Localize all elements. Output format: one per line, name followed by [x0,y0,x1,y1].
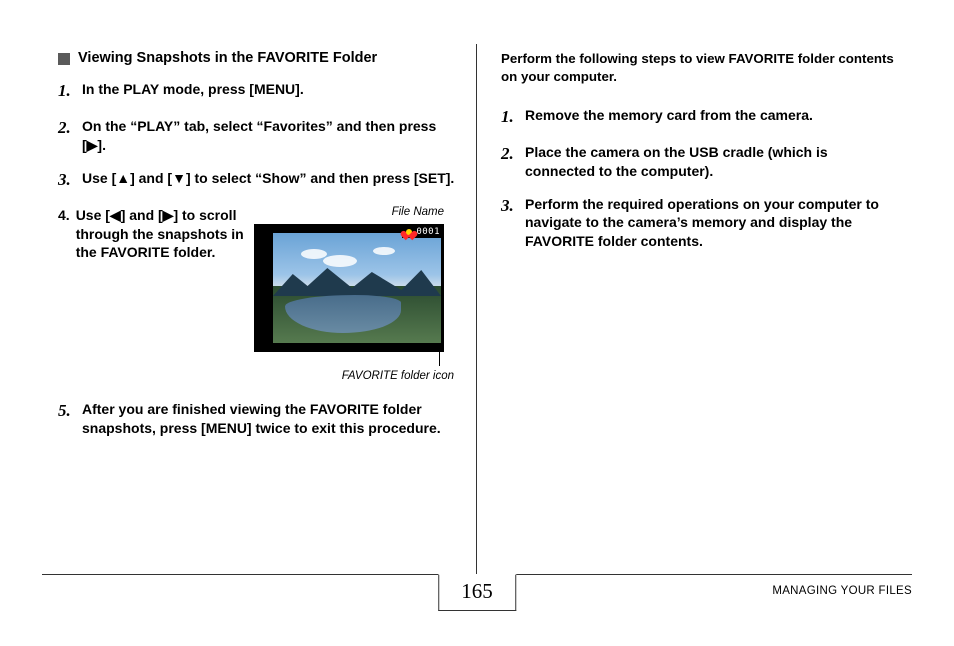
thumbnail-image [273,233,441,343]
right-column: Perform the following steps to view FAVO… [477,50,895,570]
cloud-icon [301,249,327,259]
manual-page: Viewing Snapshots in the FAVORITE Folder… [0,0,954,646]
lake-icon [285,295,401,333]
mountain-icon [273,266,441,296]
step-text: In the PLAY mode, press [MENU]. [82,80,304,103]
cloud-icon [323,255,357,267]
right-intro: Perform the following steps to view FAVO… [501,50,895,86]
step-text: Perform the required operations on your … [525,195,895,252]
snapshot-thumbnail: 0001 [254,224,444,352]
step-1: 1. In the PLAY mode, press [MENU]. [58,80,460,103]
snapshot-figure: File Name [254,206,454,382]
figure-label-filename: File Name [254,206,454,218]
step-number: 3. [501,195,519,252]
step-text: Remove the memory card from the camera. [525,106,813,129]
step-r1: 1. Remove the memory card from the camer… [501,106,895,129]
step-text: After you are finished viewing the FAVOR… [82,400,460,438]
section-heading: Viewing Snapshots in the FAVORITE Folder [58,50,460,66]
section-heading-text: Viewing Snapshots in the FAVORITE Folder [78,50,377,66]
square-bullet-icon [58,53,70,65]
file-number: 0001 [416,227,440,237]
step-r2: 2. Place the camera on the USB cradle (w… [501,143,895,181]
page-footer: 165 MANAGING YOUR FILES [42,574,912,618]
step-number: 2. [58,117,76,155]
step-number: 3. [58,169,76,192]
heart-icon [404,227,414,237]
step-text: On the “PLAY” tab, select “Favorites” an… [82,117,460,155]
step-text: Place the camera on the USB cradle (whic… [525,143,895,181]
favorite-badge: 0001 [402,226,442,238]
footer-section-label: MANAGING YOUR FILES [772,585,912,597]
step-number: 1. [58,80,76,103]
step-4-row: 4. Use [◀] and [▶] to scroll through the… [58,206,460,382]
step-r3: 3. Perform the required operations on yo… [501,195,895,252]
step-2: 2. On the “PLAY” tab, select “Favorites”… [58,117,460,155]
leader-line-icon [439,352,440,366]
step-number: 1. [501,106,519,129]
step-text: Use [◀] and [▶] to scroll through the sn… [76,206,244,263]
figure-label-favorite-icon: FAVORITE folder icon [254,370,454,382]
step-3: 3. Use [▲] and [▼] to select “Show” and … [58,169,460,192]
cloud-icon [373,247,395,255]
page-number: 165 [438,574,516,611]
step-number: 2. [501,143,519,181]
step-text: Use [▲] and [▼] to select “Show” and the… [82,169,454,192]
left-column: Viewing Snapshots in the FAVORITE Folder… [58,50,476,570]
step-4: 4. Use [◀] and [▶] to scroll through the… [58,206,244,263]
step-number: 4. [58,206,70,263]
two-column-layout: Viewing Snapshots in the FAVORITE Folder… [58,50,912,570]
step-number: 5. [58,400,76,438]
step-5: 5. After you are finished viewing the FA… [58,400,460,438]
